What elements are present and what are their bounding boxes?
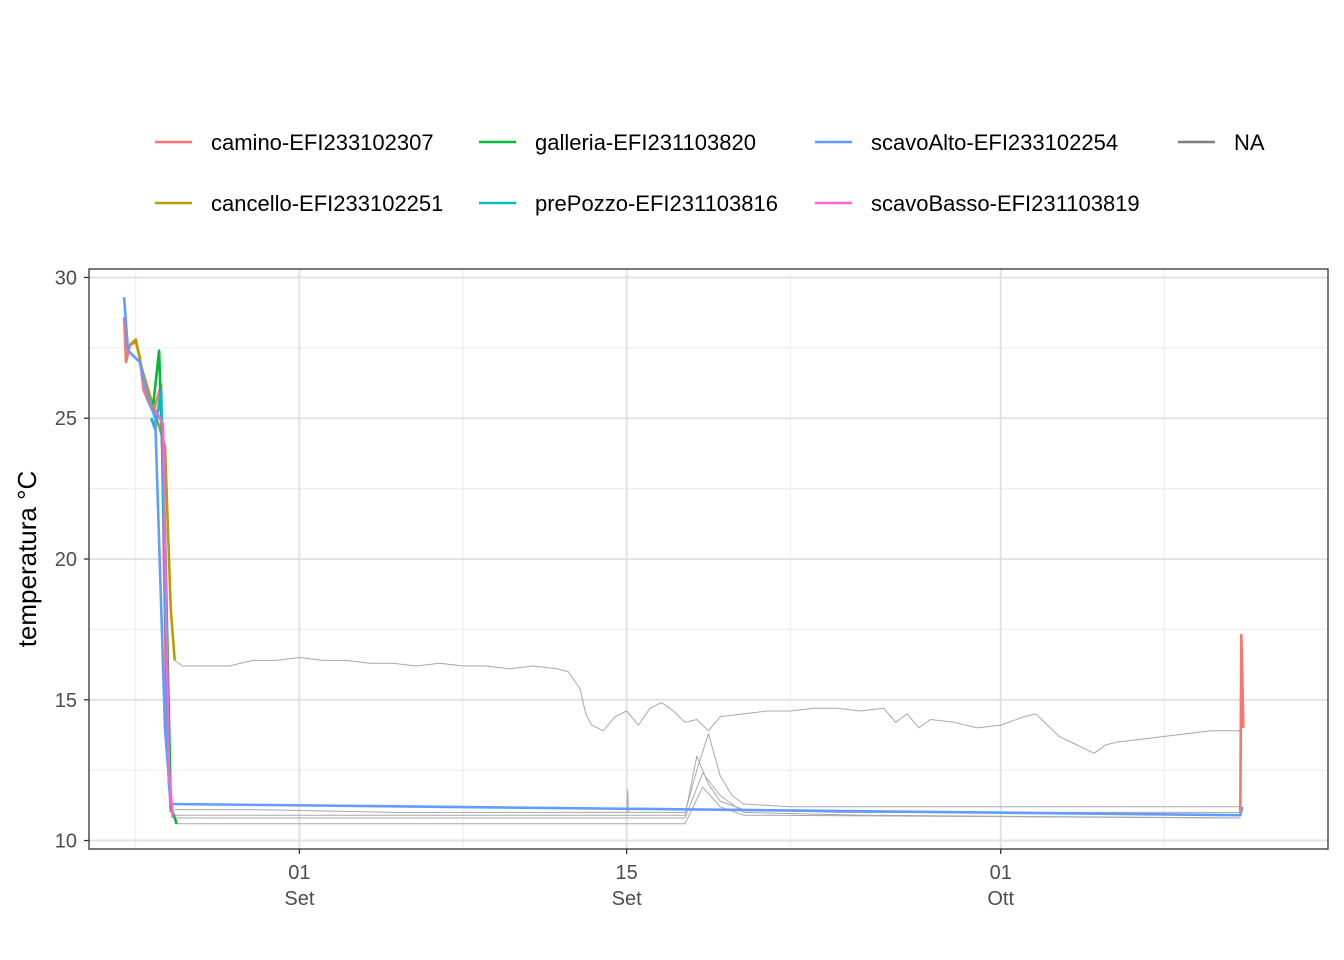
- series-line: [174, 733, 1241, 813]
- legend-label: camino-EFI233102307: [211, 130, 434, 155]
- y-tick-label: 20: [55, 549, 77, 571]
- legend-item: prePozzo-EFI231103816: [479, 191, 778, 216]
- series-layer: [122, 297, 1245, 825]
- x-tick-label-month: Set: [612, 888, 642, 910]
- x-tick-label-month: Set: [284, 888, 314, 910]
- y-axis-title: temperatura °C: [12, 471, 42, 648]
- series-line: [174, 786, 1241, 825]
- legend-label: prePozzo-EFI231103816: [535, 191, 778, 216]
- series-line: [1239, 633, 1245, 813]
- series-line: [154, 409, 175, 819]
- x-tick-label-day: 01: [288, 862, 310, 884]
- x-axis: 01 Set 15 Set 01 Ott: [284, 849, 1014, 910]
- legend-item: cancello-EFI233102251: [155, 191, 443, 216]
- grid: [89, 269, 1328, 849]
- series-line: [174, 772, 1241, 819]
- y-tick-label: 30: [55, 267, 77, 289]
- legend-item: camino-EFI233102307: [155, 130, 434, 155]
- x-tick-label-day: 01: [990, 862, 1012, 884]
- legend-label: galleria-EFI231103820: [535, 130, 756, 155]
- legend-label: NA: [1234, 130, 1265, 155]
- legend-label: scavoAlto-EFI233102254: [871, 130, 1118, 155]
- series-line: [174, 657, 1241, 754]
- x-tick-label-month: Ott: [987, 888, 1014, 910]
- y-tick-label: 25: [55, 408, 77, 430]
- legend: camino-EFI233102307 cancello-EFI233102251…: [155, 130, 1265, 216]
- legend-item: NA: [1178, 130, 1265, 155]
- y-tick-label: 10: [55, 831, 77, 853]
- legend-item: scavoBasso-EFI231103819: [815, 191, 1140, 216]
- legend-label: scavoBasso-EFI231103819: [871, 191, 1140, 216]
- y-axis: 10 15 20 25 30: [55, 267, 89, 853]
- legend-item: scavoAlto-EFI233102254: [815, 130, 1118, 155]
- y-tick-label: 15: [55, 690, 77, 712]
- legend-label: cancello-EFI233102251: [211, 191, 443, 216]
- legend-item: galleria-EFI231103820: [479, 130, 756, 155]
- x-tick-label-day: 15: [616, 862, 638, 884]
- series-line: [129, 338, 176, 661]
- series-line: [626, 789, 630, 813]
- series-line: [122, 297, 1244, 817]
